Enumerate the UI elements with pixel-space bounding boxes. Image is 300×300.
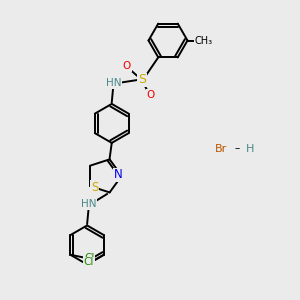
Text: S: S [91,181,98,194]
Text: N: N [114,169,122,182]
Text: Br: Br [214,143,226,154]
Text: Cl: Cl [84,253,94,263]
Text: CH₃: CH₃ [195,35,213,46]
Text: H: H [246,143,255,154]
Text: HN: HN [81,200,96,209]
Text: O: O [147,90,155,100]
Text: S: S [138,74,146,86]
Text: HN: HN [106,78,121,88]
Text: O: O [123,61,131,71]
Text: Cl: Cl [83,257,94,267]
Text: –: – [234,143,240,154]
